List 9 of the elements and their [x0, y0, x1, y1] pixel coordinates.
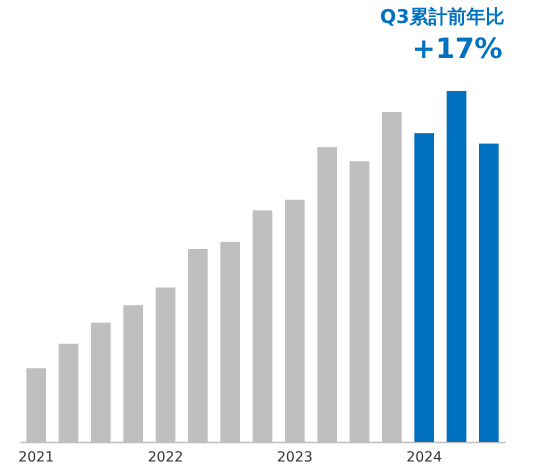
x-tick-label: 2024 — [406, 450, 442, 466]
text: +17% — [412, 32, 502, 65]
x-tick-label: 2022 — [148, 450, 184, 466]
x-tick-label: 2023 — [277, 450, 313, 466]
text: Q3累計前年比 — [380, 5, 504, 30]
bar — [414, 133, 434, 442]
bar — [446, 91, 466, 442]
bar — [479, 144, 499, 442]
x-tick-label: 2021 — [18, 450, 54, 466]
